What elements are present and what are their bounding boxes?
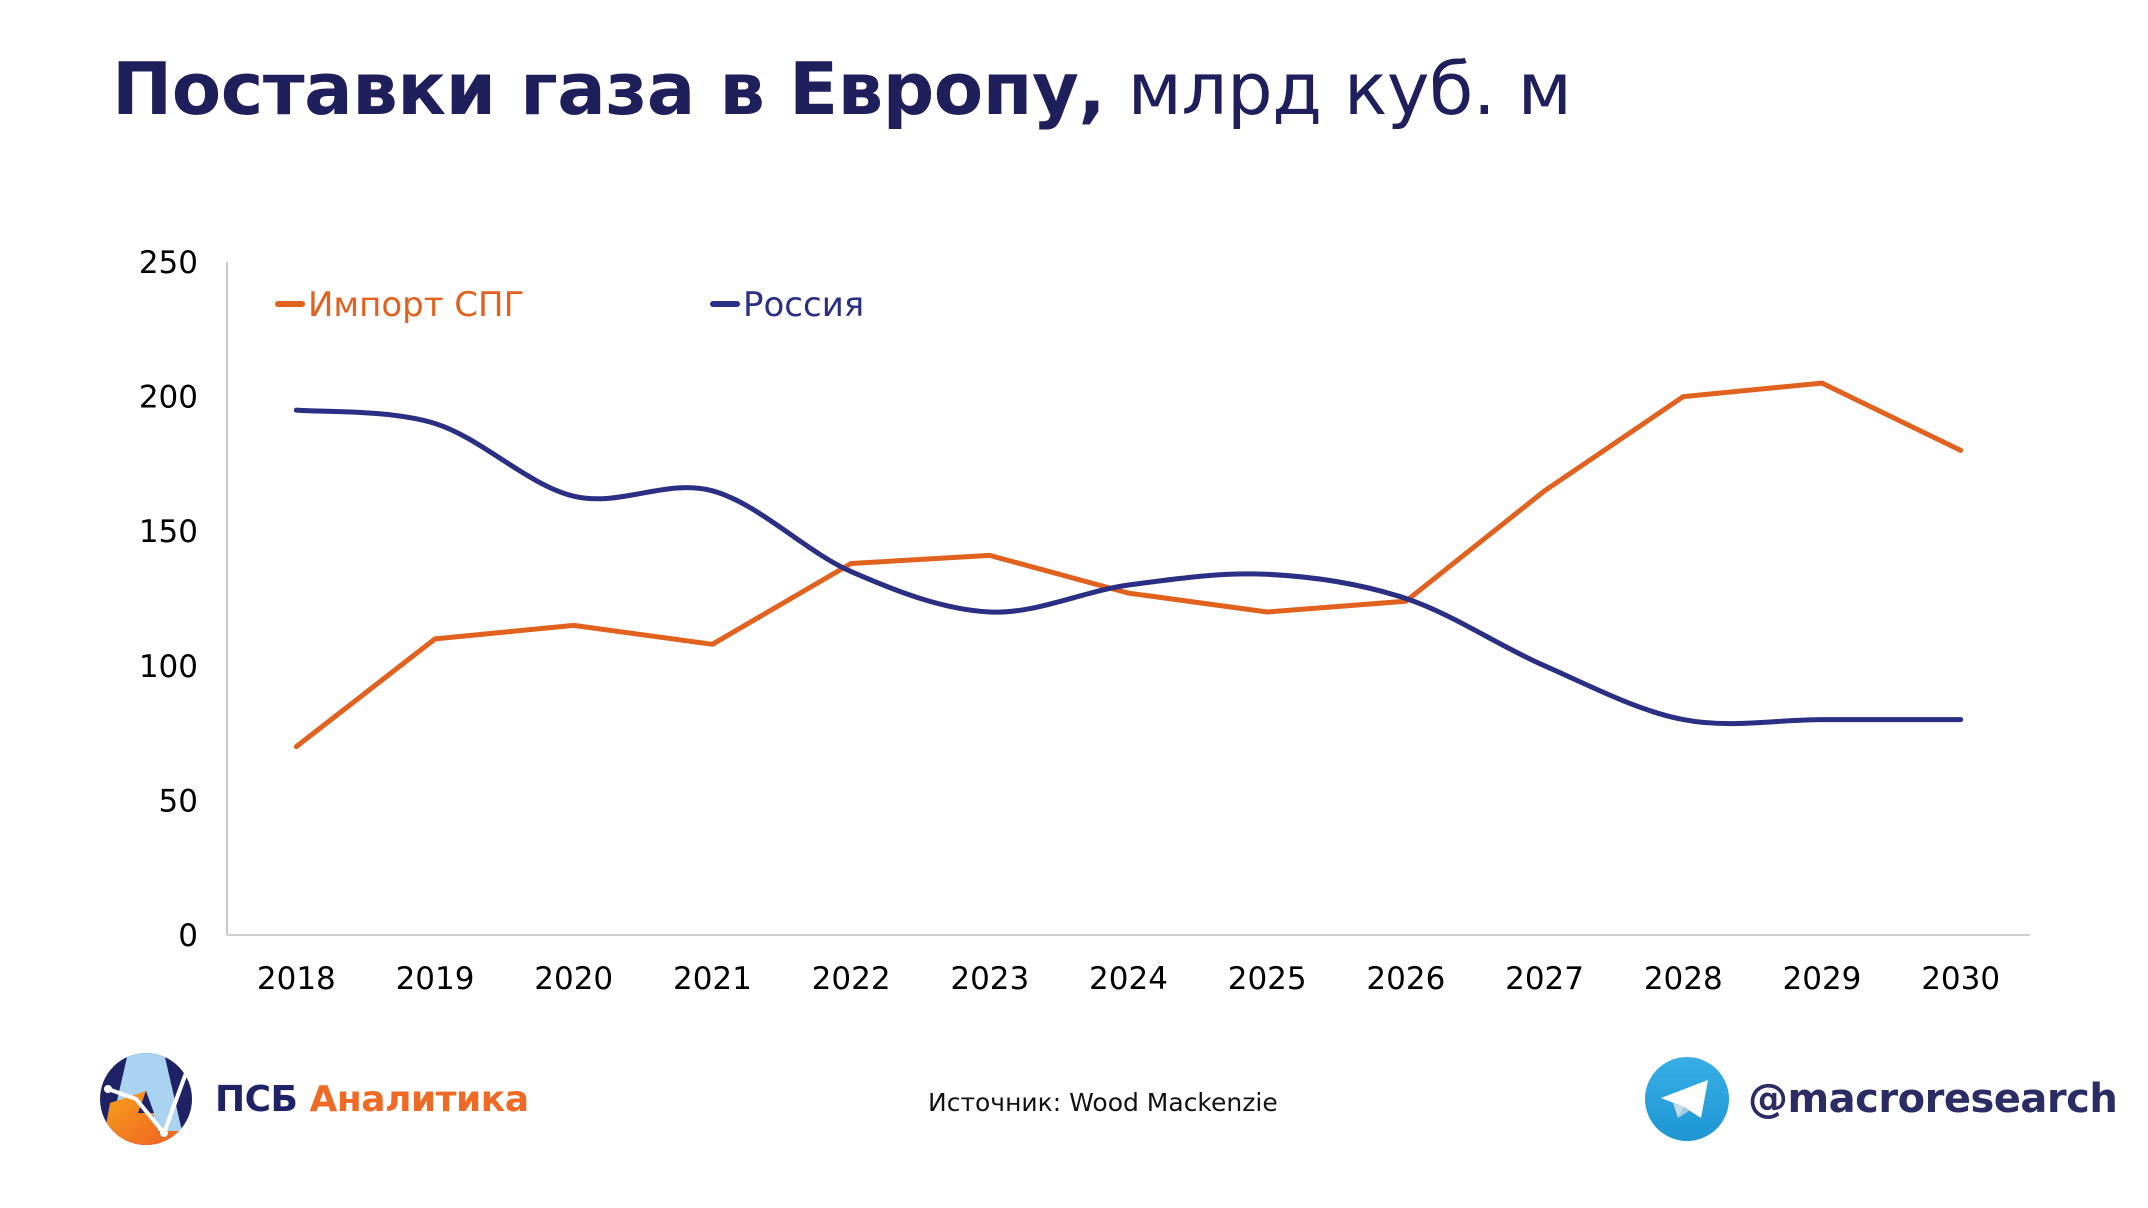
series-line-russia	[293, 407, 1964, 727]
data-point-lng-import	[1264, 609, 1270, 615]
data-point-russia	[571, 493, 577, 499]
title-unit: млрд куб. м	[1105, 47, 1572, 131]
brand-psb: ПСБ	[215, 1079, 298, 1120]
data-point-lng-import	[1680, 394, 1686, 400]
x-tick-label: 2028	[1644, 961, 1723, 997]
x-tick-label: 2021	[673, 961, 752, 997]
x-tick-label: 2024	[1089, 961, 1168, 997]
x-tick-label: 2029	[1783, 961, 1862, 997]
data-point-russia	[1819, 717, 1825, 723]
data-point-russia	[1958, 717, 1964, 723]
data-point-russia	[987, 609, 993, 615]
y-tick-label: 100	[139, 649, 198, 685]
data-point-lng-import	[1958, 447, 1964, 453]
source-note: Источник: Wood Mackenzie	[928, 1088, 1278, 1117]
chart-legend: Импорт СПГ Россия	[275, 285, 864, 325]
y-tick-label: 200	[139, 380, 198, 416]
data-point-russia	[1542, 663, 1548, 669]
data-point-lng-import	[571, 622, 577, 628]
y-tick-label: 50	[159, 783, 198, 819]
x-axis-ticks: 2018 2019 2020 2021 2022 2023 2024 2025 2026 2027…	[257, 961, 2000, 997]
telegram-handle[interactable]: @macroresearch	[1748, 1076, 2118, 1122]
y-tick-label: 150	[139, 514, 198, 550]
chart-axes	[226, 262, 2030, 936]
x-tick-label: 2025	[1228, 961, 1307, 997]
series-line-lng-import	[293, 380, 1964, 750]
page-title: Поставки газа в Европу, млрд куб. м	[112, 44, 1572, 134]
data-point-lng-import	[1542, 488, 1548, 494]
brand-analytics: Аналитика	[309, 1079, 529, 1120]
legend-label-lng-import: Импорт СПГ	[308, 285, 524, 325]
brand-block: ПСБ Аналитика	[98, 1051, 529, 1147]
x-tick-label: 2027	[1505, 961, 1584, 997]
telegram-icon	[1645, 1057, 1729, 1141]
data-point-russia	[1126, 582, 1132, 588]
x-tick-label: 2030	[1921, 961, 2000, 997]
x-tick-label: 2019	[396, 961, 475, 997]
chart-series	[293, 380, 1964, 750]
data-point-lng-import	[293, 744, 299, 750]
data-point-lng-import	[987, 552, 993, 558]
data-point-russia	[848, 569, 854, 575]
data-point-russia	[293, 407, 299, 413]
x-tick-label: 2023	[950, 961, 1029, 997]
title-main: Поставки газа в Европу,	[112, 47, 1106, 131]
data-point-russia	[432, 421, 438, 427]
data-point-lng-import	[848, 561, 854, 567]
data-point-russia	[1680, 717, 1686, 723]
psb-analytics-logo-icon	[100, 1053, 192, 1145]
data-point-lng-import	[709, 641, 715, 647]
data-point-lng-import	[432, 636, 438, 642]
y-tick-label: 250	[139, 245, 198, 281]
x-tick-label: 2018	[257, 961, 336, 997]
x-tick-label: 2022	[812, 961, 891, 997]
y-axis-ticks: 0 50 100 150 200 250	[139, 245, 198, 954]
y-tick-label: 0	[178, 918, 198, 954]
data-point-lng-import	[1126, 590, 1132, 596]
data-point-lng-import	[1819, 380, 1825, 386]
x-tick-label: 2026	[1366, 961, 1445, 997]
legend-label-russia: Россия	[743, 285, 864, 325]
x-tick-label: 2020	[534, 961, 613, 997]
data-point-russia	[709, 488, 715, 494]
data-point-russia	[1264, 571, 1270, 577]
data-point-russia	[1403, 596, 1409, 602]
telegram-link[interactable]: @macroresearch	[1644, 1056, 2144, 1146]
brand-name: ПСБ Аналитика	[215, 1079, 529, 1120]
